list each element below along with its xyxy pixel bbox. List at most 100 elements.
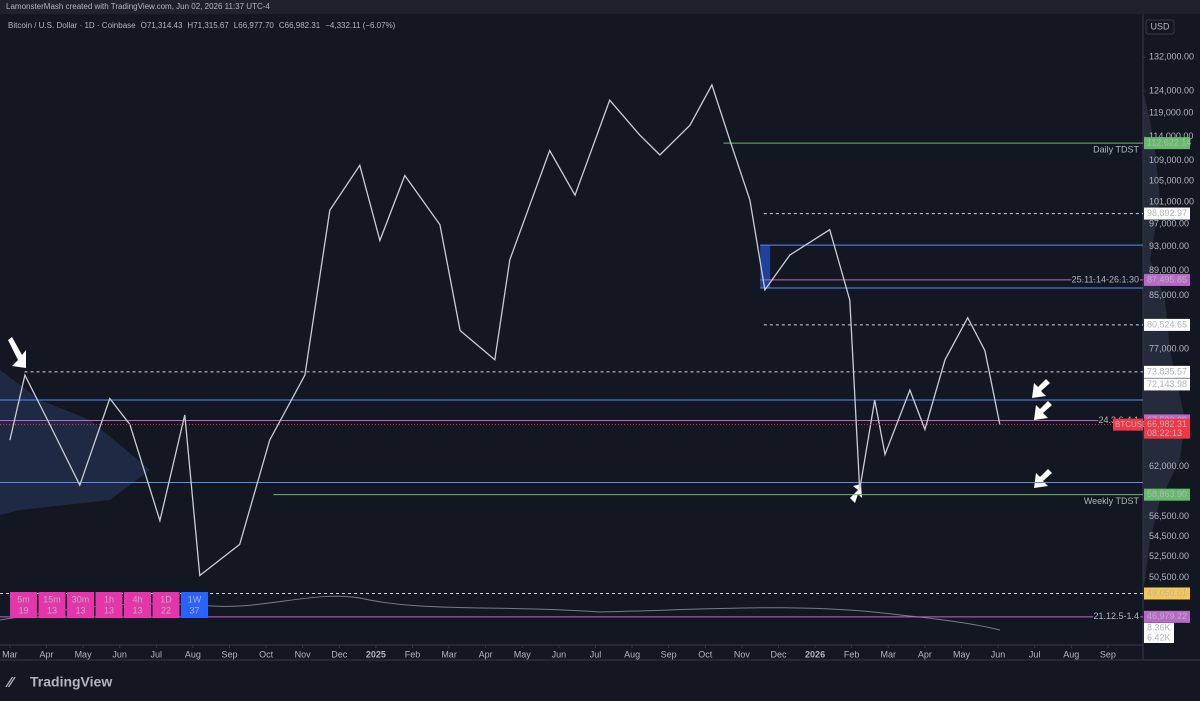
timeframe-count: 13: [132, 605, 142, 615]
timeframe-bg: [10, 592, 37, 618]
level-name: 21.12.5-1.4: [1093, 611, 1139, 621]
legend-item: −4,332.11 (−6.07%): [325, 21, 395, 30]
x-tick-label: Apr: [479, 649, 493, 659]
x-tick-label: Oct: [698, 649, 713, 659]
x-tick-label: Aug: [1063, 649, 1079, 659]
price-tag: [1144, 207, 1190, 220]
timeframe-bg: [181, 592, 208, 618]
x-tick-label: Jul: [590, 649, 602, 659]
current-tag: [1144, 418, 1190, 439]
x-tick-label: Dec: [770, 649, 787, 659]
price-tag-label: 87,495.85: [1147, 274, 1187, 284]
volume-tag: [1144, 633, 1174, 643]
x-tick-label: May: [75, 649, 93, 659]
brand-mark: ⁄⁄: [5, 674, 17, 691]
countdown: 08:22:13: [1147, 428, 1182, 438]
timeframe-count: 22: [161, 605, 171, 615]
y-tick-label: 50,500.00: [1149, 572, 1189, 582]
legend-item: O71,314.43: [141, 21, 183, 30]
volume-profile-left: [0, 370, 150, 515]
x-tick-label: Mar: [881, 649, 897, 659]
level-name: 25.11.14-26.1.30: [1072, 274, 1139, 284]
timeframe-name: 1W: [188, 594, 202, 604]
price-tag: [1144, 488, 1190, 501]
price-tag: [1144, 318, 1190, 331]
arrow: [1034, 401, 1052, 420]
price-tag-label: 46,979.22: [1147, 611, 1187, 621]
price-tag-label: 98,892.97: [1147, 208, 1187, 218]
x-tick-label: Mar: [441, 649, 457, 659]
timeframe-bg: [124, 592, 151, 618]
y-tick-label: 85,000.00: [1149, 290, 1189, 300]
current-symbol-box: [1113, 418, 1143, 431]
x-tick-label: Aug: [624, 649, 640, 659]
timeframe-name: 4h: [132, 594, 142, 604]
arrow: [1034, 469, 1052, 488]
arrow: [1032, 379, 1050, 398]
price-tag-label: 73,835.57: [1147, 366, 1187, 376]
x-tick-label: Sep: [1100, 649, 1116, 659]
y-tick-label: 109,000.00: [1149, 155, 1194, 165]
y-tick-label: 52,500.00: [1149, 551, 1189, 561]
header-bar: [0, 0, 1200, 14]
x-tick-label: Apr: [918, 649, 932, 659]
legend-item: Bitcoin / U.S. Dollar · 1D · Coinbase: [8, 21, 136, 30]
brand: TradingView: [30, 674, 112, 690]
x-tick-label: Nov: [734, 649, 751, 659]
y-tick-label: 54,500.00: [1149, 531, 1189, 541]
x-tick-label: Jun: [552, 649, 567, 659]
arrows: [8, 337, 1052, 503]
volume-label: 6.42K: [1147, 632, 1171, 642]
y-tick-label: 77,000.00: [1149, 344, 1189, 354]
y-tick-label: 119,000.00: [1149, 108, 1193, 118]
level-name: Daily TDST: [1093, 145, 1139, 155]
price-tag-label: 49,050.01: [1147, 588, 1187, 598]
timeframe-name: 1h: [104, 594, 114, 604]
timeframe-count: 13: [75, 605, 85, 615]
x-tick-label: Dec: [331, 649, 348, 659]
x-tick-label: Nov: [295, 649, 312, 659]
x-tick-label: Aug: [185, 649, 201, 659]
x-tick-label: Oct: [259, 649, 274, 659]
x-tick-label: 2026: [805, 649, 825, 659]
price-tag: [1144, 587, 1190, 600]
price-tag-label: 80,524.65: [1147, 319, 1187, 329]
price-tag: [1144, 365, 1190, 378]
timeframe-name: 30m: [72, 594, 90, 604]
x-tick-label: Jun: [112, 649, 127, 659]
y-tick-label: 62,000.00: [1149, 461, 1189, 471]
x-tick-label: Jul: [151, 649, 163, 659]
price-line: [9, 83, 1001, 577]
price-tag: [1144, 273, 1190, 286]
x-tick-label: Apr: [39, 649, 53, 659]
x-tick-label: Jul: [1029, 649, 1041, 659]
price-tag-label: 112,622.14: [1147, 138, 1191, 148]
volume-label: 8.36K: [1147, 622, 1171, 632]
current-tag-label: 66,982.31: [1147, 419, 1187, 429]
price-tag-label: 72,143.98: [1147, 379, 1187, 389]
price-tag: [1144, 610, 1190, 623]
timeframe-count: 13: [104, 605, 114, 615]
x-tick-label: Mar: [2, 649, 18, 659]
y-tick-label: 89,000.00: [1149, 265, 1189, 275]
timeframe-count: 37: [189, 605, 199, 615]
y-tick-label: 132,000.00: [1149, 51, 1194, 61]
x-tick-label: Sep: [661, 649, 677, 659]
timeframe-name: 15m: [43, 594, 61, 604]
x-tick-label: Feb: [405, 649, 421, 659]
timeframe-bg: [152, 592, 180, 618]
header: LamonsterMash created with TradingView.c…: [6, 2, 270, 11]
timeframe-count: 13: [47, 605, 57, 615]
timeframe-bg: [38, 592, 66, 618]
y-tick-label: 124,000.00: [1149, 85, 1194, 95]
y-tick-label: 114,000.00: [1149, 131, 1193, 141]
currency: USD: [1150, 21, 1170, 31]
currency-box: [1145, 19, 1175, 35]
arrow: [8, 337, 26, 368]
